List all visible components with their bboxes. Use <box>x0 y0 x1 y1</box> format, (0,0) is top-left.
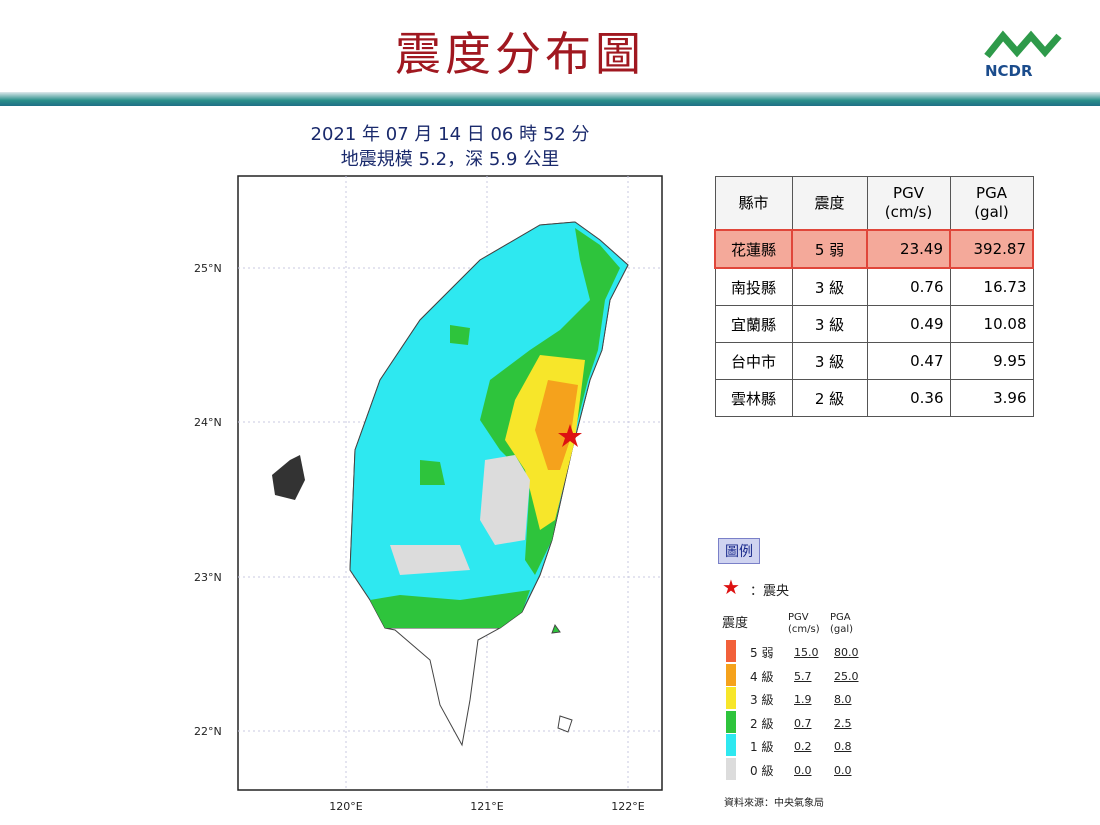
legend-pga: 0.0 <box>834 763 852 777</box>
legend-pga: 2.5 <box>834 716 852 730</box>
map: 25°N 24°N 23°N 22°N 120°E 121°E 122°E <box>194 175 663 813</box>
cell: 雲林縣 <box>714 379 793 417</box>
cell: 23.49 <box>866 229 951 269</box>
legend-header: (cm/s) <box>788 624 820 635</box>
legend-pgv: 0.0 <box>794 763 812 777</box>
cell: 台中市 <box>714 342 793 380</box>
header-text: (cm/s) <box>884 203 933 221</box>
legend-swatch <box>726 757 736 780</box>
lat-label: 22°N <box>194 725 222 738</box>
cell: 3.96 <box>949 379 1034 417</box>
legend-header: PGV <box>788 612 809 623</box>
header-band <box>0 92 1100 106</box>
cell: 0.49 <box>866 305 951 343</box>
column-header: PGV (cm/s) <box>866 176 951 231</box>
cell: 10.08 <box>949 305 1034 343</box>
legend-header: PGA <box>830 612 851 623</box>
logo-text: NCDR <box>985 62 1033 80</box>
cell: 3 級 <box>791 267 868 306</box>
lon-label: 120°E <box>329 800 362 813</box>
cell: 0.36 <box>866 379 951 417</box>
cell: 392.87 <box>949 229 1034 269</box>
legend-label: 3 級 <box>750 693 774 707</box>
legend-header: 震度 <box>722 616 749 631</box>
legend-pgv: 1.9 <box>794 693 812 706</box>
legend-title: 圖例 <box>718 538 760 564</box>
cell: 3 級 <box>791 305 868 343</box>
legend-label: 5 弱 <box>750 646 774 660</box>
table-row: 台中市 3 級 0.47 9.95 <box>714 342 1034 380</box>
slide-title: 震度分布圖 <box>395 27 645 81</box>
legend-pgv: 5.7 <box>794 669 812 683</box>
logo: NCDR <box>984 30 1062 80</box>
cell: 0.76 <box>866 267 951 306</box>
table-row: 宜蘭縣 3 級 0.49 10.08 <box>714 305 1034 343</box>
legend-label: 0 級 <box>750 763 774 778</box>
legend-label: 4 級 <box>750 669 774 684</box>
epicenter-icon: ★ <box>722 575 740 599</box>
column-header: 縣市 <box>714 176 793 231</box>
header-text: 縣市 <box>738 193 769 212</box>
lat-label: 23°N <box>194 571 222 584</box>
legend-pgv: 0.7 <box>794 716 812 730</box>
legend-pga: 0.8 <box>834 740 852 753</box>
cell: 2 級 <box>791 379 868 417</box>
epicenter-label: ：震央 <box>750 584 790 599</box>
legend-swatch <box>726 687 736 709</box>
legend: 震度 PGV (cm/s) PGA (gal) 5 弱 15.0 80.0 4 級 5.7 25.0… <box>722 612 872 782</box>
lon-label: 121°E <box>470 800 503 813</box>
cell: 宜蘭縣 <box>714 305 793 343</box>
legend-pga: 8.0 <box>834 693 852 706</box>
table-row: 雲林縣 2 級 0.36 3.96 <box>714 379 1034 417</box>
legend-swatch <box>726 663 736 686</box>
cell: 0.47 <box>866 342 951 380</box>
legend-header: (gal) <box>830 624 854 635</box>
cell: 5 弱 <box>791 229 868 269</box>
legend-swatch <box>726 710 736 733</box>
cell: 3 級 <box>791 342 868 380</box>
legend-label: 1 級 <box>750 740 774 754</box>
legend-swatch <box>726 734 736 756</box>
column-header: PGA (gal) <box>949 176 1034 231</box>
legend-pgv: 0.2 <box>794 740 812 753</box>
intensity-table: 縣市 震度 PGV (cm/s) PGA (gal) 花蓮縣 5 弱 23.49 392.87 南投… <box>714 176 1034 417</box>
cell: 南投縣 <box>714 267 793 306</box>
legend-swatch <box>726 640 736 662</box>
legend-pgv: 15.0 <box>794 646 819 659</box>
map-subtitle: 2021 年 07 月 14 日 06 時 52 分 <box>310 124 590 145</box>
table-row: 花蓮縣 5 弱 23.49 392.87 <box>714 229 1034 269</box>
lat-label: 25°N <box>194 262 222 275</box>
table-row: 南投縣 3 級 0.76 16.73 <box>714 267 1034 306</box>
legend-pga: 80.0 <box>834 646 859 659</box>
header-text: 震度 <box>814 193 845 212</box>
column-header: 震度 <box>791 176 868 231</box>
header-text: PGV <box>893 184 924 202</box>
lat-label: 24°N <box>194 416 222 429</box>
lon-label: 122°E <box>611 800 644 813</box>
map-subtitle: 地震規模 5.2，深 5.9 公里 <box>340 149 560 170</box>
logo-icon <box>984 30 1062 59</box>
header-text: PGA <box>976 184 1007 202</box>
cell: 花蓮縣 <box>714 229 793 269</box>
legend-pga: 25.0 <box>834 669 859 683</box>
legend-label: 2 級 <box>750 716 774 731</box>
header-text: (gal) <box>974 203 1009 221</box>
cell: 9.95 <box>949 342 1034 380</box>
source: 資料來源：中央氣象局 <box>724 798 824 809</box>
cell: 16.73 <box>949 267 1034 306</box>
